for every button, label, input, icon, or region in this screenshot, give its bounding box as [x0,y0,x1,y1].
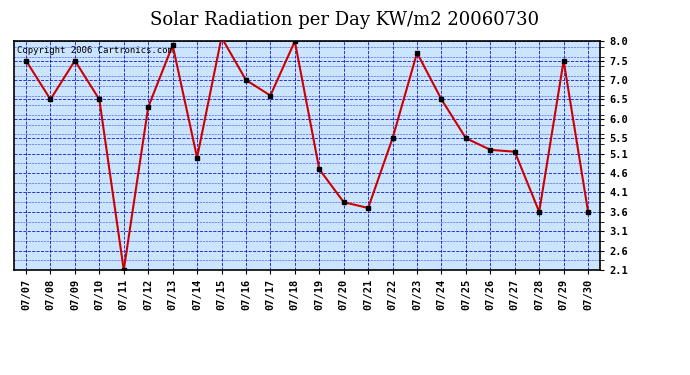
Text: Solar Radiation per Day KW/m2 20060730: Solar Radiation per Day KW/m2 20060730 [150,11,540,29]
Text: Copyright 2006 Cartronics.com: Copyright 2006 Cartronics.com [17,46,172,55]
